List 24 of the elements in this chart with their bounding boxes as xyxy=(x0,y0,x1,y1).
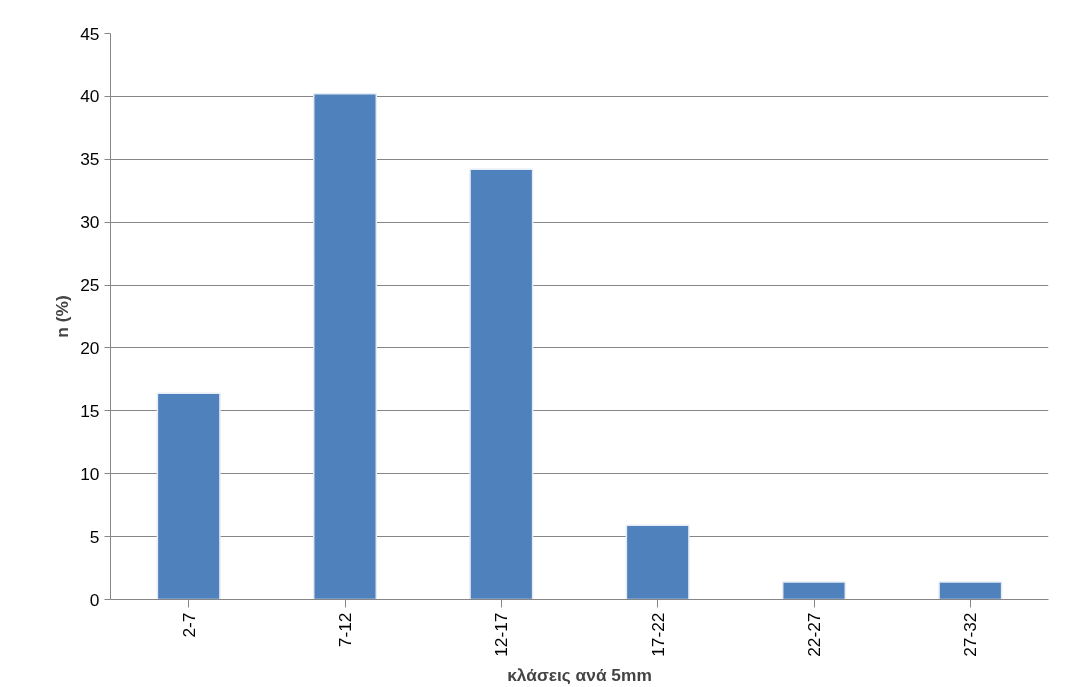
y-tick-label: 20 xyxy=(80,337,100,358)
x-tick-label: 22-27 xyxy=(804,612,824,657)
x-tick-label: 2-7 xyxy=(178,612,199,638)
x-tick-label: 12-17 xyxy=(491,612,512,657)
x-tick-label: 7-12 xyxy=(335,612,355,648)
y-tick-label: 0 xyxy=(89,589,100,610)
y-tick-label: 25 xyxy=(80,275,100,296)
y-tick-label: 5 xyxy=(89,526,100,547)
bar xyxy=(469,168,534,600)
x-tick-label: 17-22 xyxy=(647,612,668,657)
y-tick-label: 35 xyxy=(80,149,100,170)
bar xyxy=(938,581,1003,600)
y-tick-label: 10 xyxy=(80,463,100,484)
y-tick-label: 30 xyxy=(80,212,100,233)
bar xyxy=(312,93,378,600)
bar xyxy=(781,581,847,600)
y-axis-title: n (%) xyxy=(52,295,73,338)
bar xyxy=(625,524,690,600)
x-tick-label: 27-32 xyxy=(960,612,981,657)
y-tick-label: 45 xyxy=(80,23,100,44)
y-tick-label: 40 xyxy=(80,86,100,107)
y-tick-label: 15 xyxy=(80,400,100,421)
x-axis-title: κλάσεις ανά 5mm xyxy=(507,664,652,685)
bar xyxy=(156,392,221,600)
